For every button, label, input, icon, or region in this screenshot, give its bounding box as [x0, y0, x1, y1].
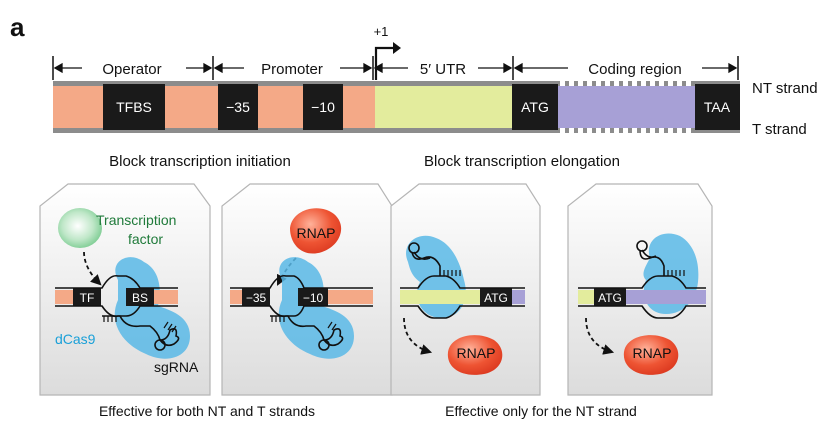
t-strand-label: T strand [752, 121, 807, 138]
taa-label: TAA [704, 99, 731, 115]
panel-elongation-coding: ATG RNAP [567, 183, 713, 396]
p4-rnap-arrow [585, 317, 615, 355]
p1-dna-right [152, 290, 178, 304]
region-promoter-label: Promoter [261, 61, 323, 78]
gene-map: Operator Promoter 5′ UTR Coding region +… [52, 24, 818, 138]
p2-rnap-blob [290, 208, 342, 254]
tf-label-line2: factor [128, 231, 163, 247]
panel-rnap-promoter: RNAP −35 −10 [221, 183, 393, 396]
minus10-box [303, 84, 343, 130]
t-strand-line [53, 128, 740, 133]
p3-rnap-label: RNAP [457, 345, 496, 361]
p3-sgrna-ticks [443, 270, 461, 276]
nt-strand-line [53, 81, 740, 86]
tss-arrowhead [393, 42, 401, 54]
coding-segment [558, 86, 695, 128]
minus10-label: −10 [311, 99, 335, 115]
region-arrows [53, 62, 738, 74]
p1-sgrna [102, 315, 180, 351]
minus35-box [218, 84, 258, 130]
region-coding-label: Coding region [588, 61, 681, 78]
p4-dna-strands [578, 275, 706, 319]
p1-sgrna-ticks [103, 316, 177, 333]
p3-sgrna [408, 242, 441, 276]
p2-m35-box [242, 288, 270, 306]
p3-dna-coding [510, 290, 525, 304]
panel-label: a [10, 12, 25, 42]
p1-bs-label: BS [132, 291, 148, 305]
p3-atg-box [480, 288, 512, 306]
p2-dcas9-blob [278, 257, 354, 359]
sgrna-label: sgRNA [154, 359, 199, 375]
p1-tf-box [73, 288, 101, 306]
atg-label: ATG [521, 99, 549, 115]
p1-tf-label: TF [80, 291, 95, 305]
tss-label: +1 [374, 24, 389, 39]
p1-dna-strands [55, 274, 178, 318]
transcription-factor-blob [58, 208, 102, 248]
p2-dna-strands [230, 274, 373, 318]
panel-tf-block: Transcription factor TF BS dCas9 sgRNA [39, 183, 211, 396]
p1-bs-box [126, 288, 154, 306]
p4-sgrna [636, 240, 665, 276]
p3-rnap-arrow [403, 317, 433, 355]
p2-rnap-label: RNAP [297, 225, 336, 241]
p2-sgrna-ticks [271, 316, 337, 331]
tf-arrow [83, 251, 102, 286]
p2-sgrna [270, 315, 344, 351]
region-dividers [52, 56, 739, 80]
p2-m35-label: −35 [246, 291, 267, 305]
p4-sgrna-ticks [667, 270, 685, 276]
panel-elongation-utr: ATG RNAP [390, 183, 541, 396]
elongation-heading: Block transcription elongation [424, 153, 620, 170]
atg-box [512, 84, 558, 130]
tfbs-label: TFBS [116, 99, 152, 115]
dcas9-blob [114, 257, 190, 359]
p3-atg-label: ATG [484, 291, 508, 305]
p4-rnap-blob [623, 335, 679, 375]
region-utr-label: 5′ UTR [420, 61, 466, 78]
footer-both-strands: Effective for both NT and T strands [99, 403, 315, 419]
p2-dna-right [318, 290, 373, 304]
utr-segment [375, 86, 512, 128]
p4-dna-coding [626, 290, 706, 304]
p3-dna-utr [400, 290, 480, 304]
p3-rnap-blob [447, 335, 503, 375]
tss-arrow [374, 46, 396, 80]
minus35-label: −35 [226, 99, 250, 115]
dcas9-label: dCas9 [55, 331, 96, 347]
p2-m10-box [298, 288, 328, 306]
p4-atg-label: ATG [598, 291, 622, 305]
p4-rnap-label: RNAP [633, 345, 672, 361]
p2-m10-label: −10 [303, 291, 324, 305]
tfbs-box [103, 84, 165, 130]
p4-dna-utr [578, 290, 594, 304]
footer-nt-only: Effective only for the NT strand [445, 403, 637, 419]
nt-strand-label: NT strand [752, 80, 818, 97]
region-operator-label: Operator [102, 61, 161, 78]
p4-atg-box [594, 288, 626, 306]
tf-label-line1: Transcription [96, 212, 176, 228]
initiation-heading: Block transcription initiation [109, 153, 291, 170]
taa-box [695, 84, 740, 130]
